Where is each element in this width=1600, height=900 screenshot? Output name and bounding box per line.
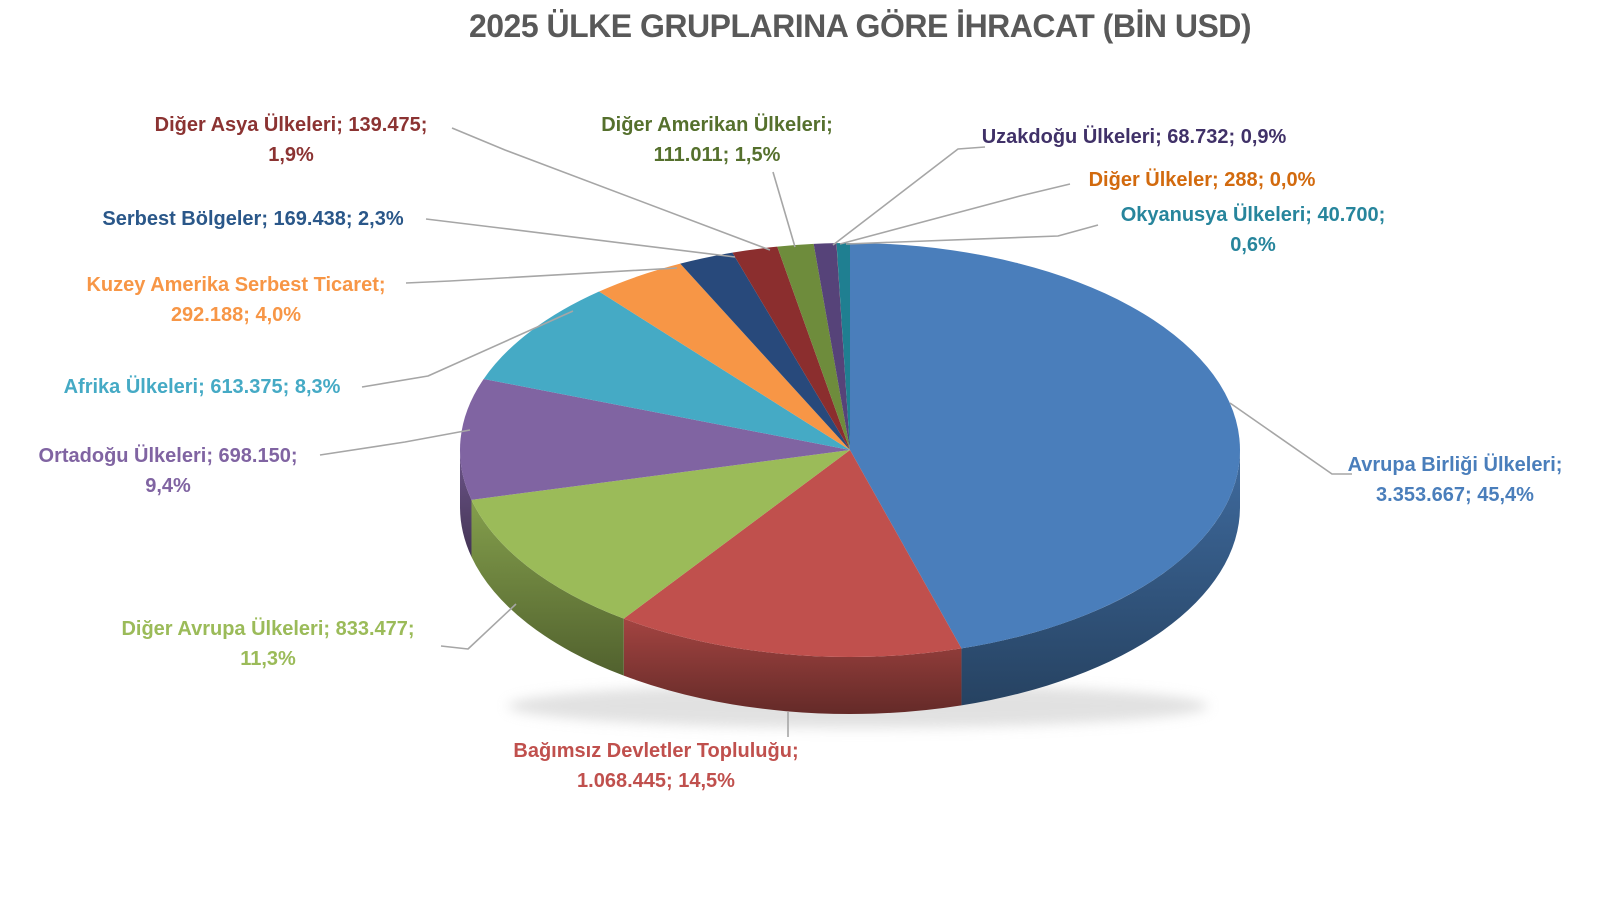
leader-line-diger-ulkeler bbox=[839, 183, 1071, 245]
pie-slice-wall-avrupa-birligi bbox=[961, 450, 1240, 706]
pie-slice-diger-avrupa bbox=[471, 450, 850, 619]
pie-slice-afrika bbox=[483, 291, 850, 450]
leader-line-okyanusya bbox=[845, 224, 1099, 245]
pie-slice-wall-bagimsiz-devletler bbox=[623, 618, 962, 714]
pie-slice-serbest-bolgeler bbox=[680, 252, 850, 450]
pie-slice-okyanusya bbox=[836, 243, 850, 450]
pie-slice-wall-diger-avrupa bbox=[471, 499, 624, 676]
leader-line-uzakdogu bbox=[832, 146, 986, 246]
leader-line-serbest-bolgeler bbox=[425, 218, 736, 258]
leader-line-kuzey-amerika bbox=[405, 267, 678, 284]
leader-line-diger-amerikan bbox=[772, 171, 796, 248]
leader-lines bbox=[319, 127, 1352, 737]
leader-line-afrika bbox=[361, 310, 574, 388]
pie-slice-diger-amerikan bbox=[777, 243, 850, 450]
pie-slice-avrupa-birligi bbox=[850, 243, 1240, 649]
leader-line-diger-asya bbox=[451, 127, 771, 251]
pie-slice-ortadogu bbox=[459, 378, 850, 500]
pie-slice-wall-ortadogu bbox=[460, 450, 472, 557]
pie-slice-kuzey-amerika bbox=[599, 263, 850, 450]
pie-side-walls bbox=[460, 450, 1240, 714]
pie-top-faces bbox=[459, 243, 1240, 657]
leader-line-ortadogu bbox=[319, 429, 471, 456]
chart-title: 2025 ÜLKE GRUPLARINA GÖRE İHRACAT (BİN U… bbox=[468, 8, 1252, 44]
pie-slice-uzakdogu bbox=[813, 243, 850, 450]
leader-line-diger-avrupa bbox=[440, 603, 517, 650]
leader-line-avrupa-birligi bbox=[1229, 402, 1352, 475]
pie-slice-bagimsiz-devletler bbox=[623, 450, 962, 657]
pie-slice-diger-ulkeler bbox=[836, 243, 850, 450]
pie-slice-diger-asya bbox=[732, 246, 850, 450]
